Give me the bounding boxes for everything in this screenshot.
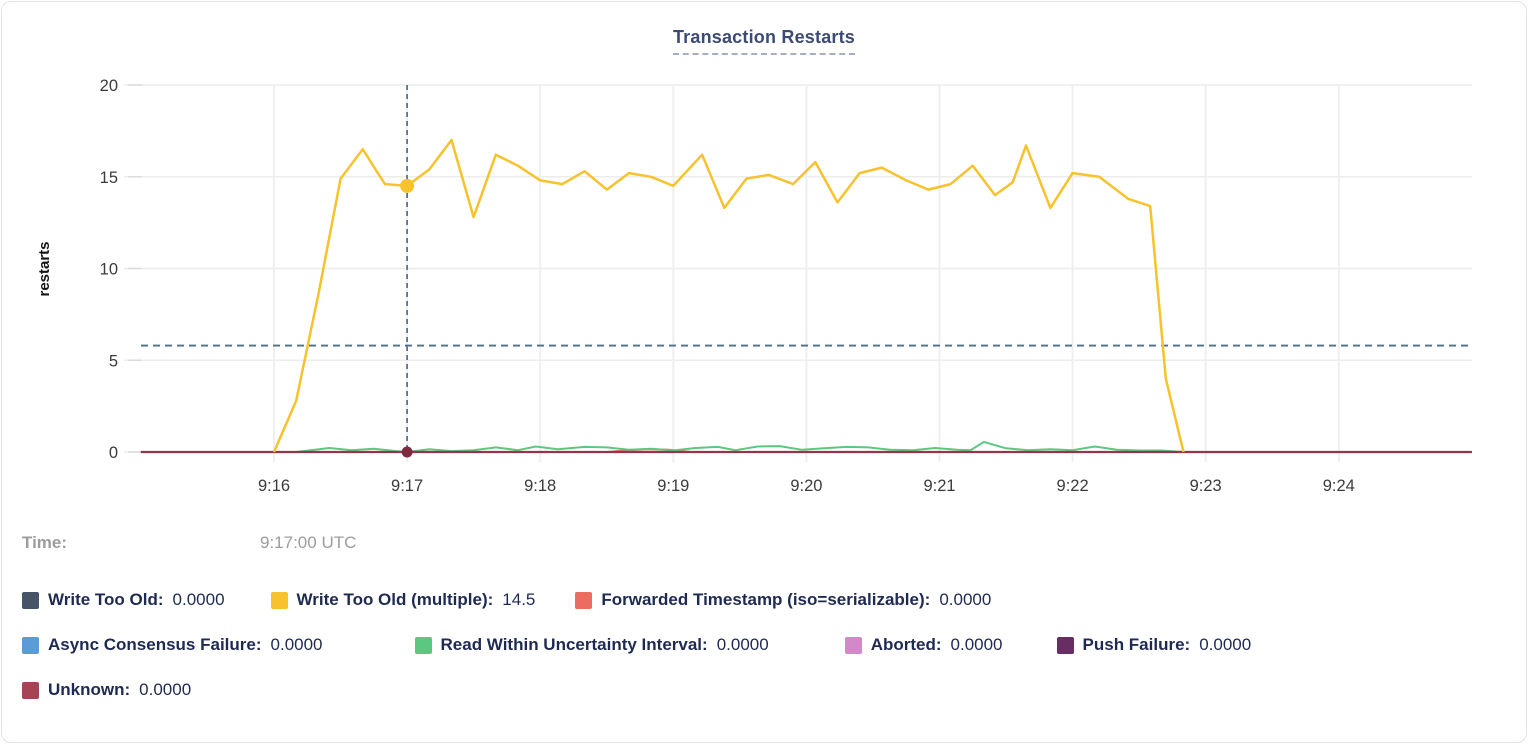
series-color-swatch	[1056, 636, 1074, 654]
crosshair-dot	[400, 178, 415, 193]
series-color-swatch	[22, 591, 39, 609]
legend-item-label: Forwarded Timestamp (iso=serializable):	[601, 590, 931, 609]
series-color-swatch	[575, 591, 593, 609]
legend-item-label: Async Consensus Failure:	[48, 635, 262, 654]
legend-item-value: 0.0000	[939, 590, 992, 609]
tooltip-time-row: Time: 9:17:00 UTC	[22, 533, 622, 553]
x-tick-label: 9:17	[391, 477, 423, 495]
x-tick-label: 9:24	[1323, 477, 1355, 495]
y-axis-title: restarts	[36, 241, 53, 296]
chart-title[interactable]: Transaction Restarts	[672, 27, 856, 55]
x-tick-label: 9:16	[258, 477, 290, 495]
time-label: Time:	[22, 533, 68, 552]
series-color-swatch	[22, 681, 39, 699]
transaction-restarts-chart[interactable]: 0 5 10 15 20 9:16 9:17 9:18 9:19 9:20 9:21 9:22 9:23…	[2, 2, 1527, 507]
legend-item-unknown: Unknown: 0.0000	[22, 680, 191, 700]
chart-header: Transaction Restarts	[2, 27, 1526, 55]
chart-legend: Write Too Old: 0.0000 Write Too Old (mul…	[22, 588, 1510, 723]
legend-row: Unknown: 0.0000	[22, 678, 1510, 702]
legend-item-value: 0.0000	[270, 635, 323, 654]
series-color-swatch	[844, 636, 862, 654]
x-tick-label: 9:20	[790, 477, 822, 495]
x-tick-label: 9:21	[923, 477, 955, 495]
legend-row: Async Consensus Failure: 0.0000 Read Wit…	[22, 633, 1510, 657]
y-tick-label: 20	[100, 77, 118, 95]
legend-item-read-within-uncertainty: Read Within Uncertainty Interval: 0.0000	[414, 635, 769, 655]
series-line-read-within-uncertainty-interval	[140, 440, 1184, 453]
y-tick-label: 10	[100, 261, 118, 279]
legend-item-value: 0.0000	[1199, 635, 1252, 654]
legend-item-value: 14.5	[502, 590, 536, 609]
x-tick-label: 9:19	[657, 477, 689, 495]
legend-item-write-too-old: Write Too Old: 0.0000	[22, 590, 225, 610]
legend-item-label: Write Too Old:	[48, 590, 164, 609]
legend-item-label: Read Within Uncertainty Interval:	[440, 635, 708, 654]
legend-item-value: 0.0000	[139, 680, 192, 699]
x-tick-label: 9:23	[1190, 477, 1222, 495]
y-tick-label: 15	[100, 169, 118, 187]
series-line-write-too-old-multiple-	[272, 138, 1185, 453]
series-color-swatch	[414, 636, 432, 654]
series-color-swatch	[270, 591, 288, 609]
legend-item-async-consensus-failure: Async Consensus Failure: 0.0000	[22, 635, 323, 655]
legend-item-forwarded-timestamp: Forwarded Timestamp (iso=serializable): …	[575, 590, 991, 610]
y-tick-label: 0	[109, 444, 118, 462]
legend-item-label: Push Failure:	[1082, 635, 1191, 654]
legend-item-push-failure: Push Failure: 0.0000	[1056, 635, 1252, 655]
legend-item-write-too-old-multiple: Write Too Old (multiple): 14.5	[270, 590, 536, 610]
time-value: 9:17:00 UTC	[260, 533, 357, 552]
x-tick-label: 9:22	[1057, 477, 1089, 495]
legend-item-label: Unknown:	[48, 680, 131, 699]
series-color-swatch	[22, 636, 39, 654]
legend-item-label: Aborted:	[870, 635, 942, 654]
crosshair-dot	[401, 446, 413, 458]
legend-item-aborted: Aborted: 0.0000	[844, 635, 1003, 655]
legend-item-value: 0.0000	[716, 635, 769, 654]
x-tick-label: 9:18	[524, 477, 556, 495]
legend-item-label: Write Too Old (multiple):	[296, 590, 494, 609]
legend-item-value: 0.0000	[172, 590, 225, 609]
legend-row: Write Too Old: 0.0000 Write Too Old (mul…	[22, 588, 1510, 612]
y-tick-label: 5	[109, 352, 118, 370]
legend-item-value: 0.0000	[950, 635, 1003, 654]
